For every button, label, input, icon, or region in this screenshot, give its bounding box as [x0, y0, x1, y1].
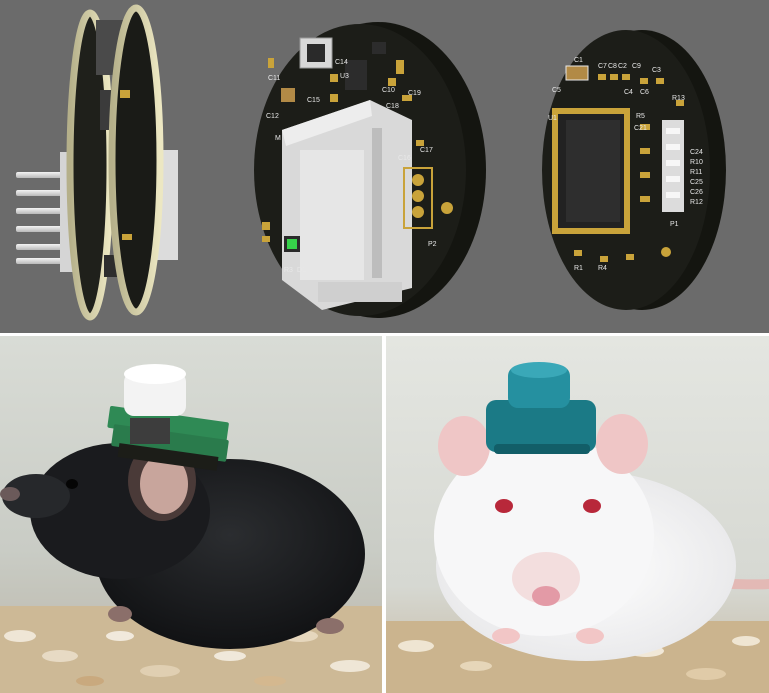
silk-r5: R5 — [636, 113, 645, 120]
silk-c15: C15 — [307, 97, 320, 104]
silk-c17: C17 — [420, 147, 433, 154]
mcu-board: C1 C7 C8 C2 C9 C3 C5 C4 C6 R13 U1 R5 C21… — [542, 30, 726, 310]
blue-headstage — [486, 362, 596, 454]
silk-r11: R11 — [690, 169, 702, 176]
silk-p1: P1 — [670, 221, 679, 228]
pcb-render-svg: C14 C15 U3 C11 C12 C10 C18 C19 C16 C17 M… — [16, 4, 726, 321]
silk-u1: U1 — [548, 115, 557, 122]
silk-r1: R1 — [574, 265, 583, 272]
qfp-chip — [552, 108, 630, 234]
silk-c12: C12 — [266, 113, 279, 120]
rat-photo — [386, 336, 769, 693]
silk-c25: C25 — [690, 179, 703, 186]
silk-c10: C10 — [382, 87, 395, 94]
silk-c7: C7 — [598, 63, 607, 70]
silk-c9: C9 — [632, 63, 641, 70]
mouse-photo — [0, 336, 382, 693]
power-board: C14 C15 U3 C11 C12 C10 C18 C19 C16 C17 M… — [254, 22, 486, 318]
silk-c21: C21 — [634, 125, 647, 132]
rat-photo-svg — [386, 336, 769, 693]
silk-c3: C3 — [652, 67, 661, 74]
silk-c19: C19 — [408, 90, 421, 97]
silk-p2: P2 — [428, 241, 437, 248]
silk-m: M — [275, 135, 281, 142]
silk-c2: C2 — [618, 63, 627, 70]
silk-c1: C1 — [574, 57, 583, 64]
silk-r4: R4 — [598, 265, 607, 272]
mouse-photo-svg — [0, 336, 382, 693]
silk-c8: C8 — [608, 63, 617, 70]
silk-c4: C4 — [624, 89, 633, 96]
silk-d1: D1 — [297, 267, 306, 274]
silk-r10: R10 — [690, 159, 703, 166]
green-headstage — [107, 364, 229, 471]
silk-c24: C24 — [690, 149, 703, 156]
white-rat — [434, 414, 736, 661]
connector-module — [282, 100, 412, 310]
silk-c26: C26 — [690, 189, 703, 196]
silk-u3: U3 — [340, 73, 349, 80]
silk-c5: C5 — [552, 87, 561, 94]
pcb-render-panel: C14 C15 U3 C11 C12 C10 C18 C19 C16 C17 M… — [0, 0, 769, 333]
silk-c16: C16 — [398, 155, 411, 162]
silk-r3: R3 — [284, 267, 293, 274]
side-view-board-stack — [16, 4, 178, 321]
silk-c14: C14 — [335, 59, 348, 66]
silk-c11: C11 — [268, 75, 280, 82]
silk-c18: C18 — [386, 103, 399, 110]
silk-r13: R13 — [672, 95, 685, 102]
silk-c6: C6 — [640, 89, 649, 96]
silk-r12: R12 — [690, 199, 703, 206]
